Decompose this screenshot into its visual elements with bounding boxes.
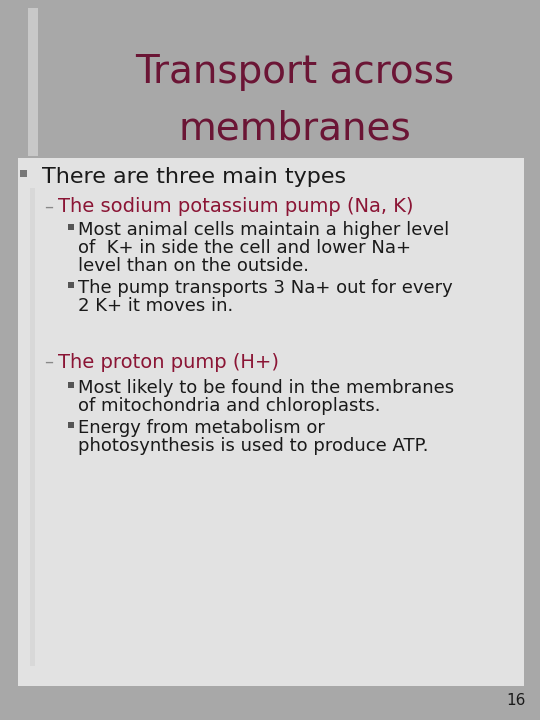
Text: 2 K+ it moves in.: 2 K+ it moves in. bbox=[78, 297, 233, 315]
Text: of  K+ in side the cell and lower Na+: of K+ in side the cell and lower Na+ bbox=[78, 239, 411, 257]
Bar bbox=[68, 224, 74, 230]
Bar bbox=[18, 158, 524, 686]
Text: of mitochondria and chloroplasts.: of mitochondria and chloroplasts. bbox=[78, 397, 381, 415]
Text: 16: 16 bbox=[507, 693, 526, 708]
Text: The proton pump (H+): The proton pump (H+) bbox=[58, 353, 279, 372]
Bar bbox=[68, 282, 74, 288]
Bar bbox=[28, 8, 38, 156]
Text: membranes: membranes bbox=[179, 109, 411, 147]
Text: –: – bbox=[44, 353, 53, 371]
Text: The sodium potassium pump (Na, K): The sodium potassium pump (Na, K) bbox=[58, 197, 414, 217]
Bar bbox=[20, 170, 27, 177]
Text: Most likely to be found in the membranes: Most likely to be found in the membranes bbox=[78, 379, 454, 397]
Text: level than on the outside.: level than on the outside. bbox=[78, 257, 309, 275]
Bar bbox=[68, 422, 74, 428]
Text: photosynthesis is used to produce ATP.: photosynthesis is used to produce ATP. bbox=[78, 437, 429, 455]
Text: –: – bbox=[44, 198, 53, 216]
Text: Energy from metabolism or: Energy from metabolism or bbox=[78, 419, 325, 437]
Text: Most animal cells maintain a higher level: Most animal cells maintain a higher leve… bbox=[78, 221, 449, 239]
Text: Transport across: Transport across bbox=[136, 53, 455, 91]
Text: The pump transports 3 Na+ out for every: The pump transports 3 Na+ out for every bbox=[78, 279, 453, 297]
Bar bbox=[30, 188, 35, 666]
Text: There are three main types: There are three main types bbox=[42, 167, 346, 187]
Bar bbox=[68, 382, 74, 388]
